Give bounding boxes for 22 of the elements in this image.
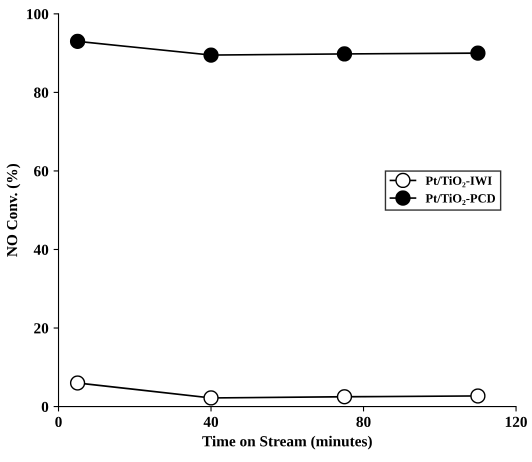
y-axis-title: NO Conv. (%) xyxy=(6,164,20,257)
point xyxy=(70,375,86,391)
y-tick-label: 80 xyxy=(34,88,48,98)
point xyxy=(336,46,352,62)
legend-label: Pt/TiO₂-IWI xyxy=(426,176,492,188)
point xyxy=(470,388,486,404)
x-tick-label: 0 xyxy=(55,416,62,428)
y-tick-label: 40 xyxy=(34,244,48,255)
y-tick-label: 60 xyxy=(34,166,48,176)
point xyxy=(203,390,219,406)
y-tick-label: 20 xyxy=(34,323,48,334)
y-tick-label: 0 xyxy=(42,402,48,412)
x-axis-title: Time on Stream (minutes) xyxy=(202,436,372,450)
point xyxy=(70,34,86,49)
point xyxy=(336,389,352,404)
point xyxy=(203,47,219,63)
x-tick-label: 40 xyxy=(204,416,218,428)
y-tick-label: 100 xyxy=(27,9,48,20)
x-tick-label: 120 xyxy=(506,416,527,428)
legend-label: Pt/TiO₂-PCD xyxy=(426,194,496,205)
point xyxy=(470,45,486,61)
x-tick-label: 80 xyxy=(356,416,371,428)
